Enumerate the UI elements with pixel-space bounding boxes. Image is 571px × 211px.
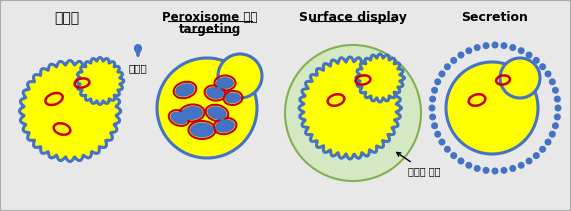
Circle shape: [431, 122, 438, 129]
Circle shape: [525, 51, 533, 58]
Circle shape: [554, 104, 561, 111]
Circle shape: [465, 162, 472, 169]
Circle shape: [482, 167, 489, 174]
Circle shape: [500, 167, 508, 174]
Circle shape: [474, 44, 481, 51]
Text: 레티놀: 레티놀: [128, 63, 147, 73]
Circle shape: [539, 146, 546, 153]
Circle shape: [549, 131, 556, 138]
Circle shape: [444, 63, 451, 70]
Circle shape: [500, 42, 508, 49]
Ellipse shape: [215, 119, 235, 133]
Circle shape: [134, 44, 142, 52]
Circle shape: [552, 122, 559, 129]
Text: 세포막: 세포막: [54, 11, 79, 25]
Circle shape: [500, 58, 540, 98]
Circle shape: [492, 42, 498, 49]
Ellipse shape: [216, 77, 234, 89]
Circle shape: [525, 157, 533, 165]
Circle shape: [429, 114, 436, 120]
Ellipse shape: [181, 106, 203, 120]
Text: 지용성 배지: 지용성 배지: [397, 152, 440, 176]
Ellipse shape: [225, 92, 241, 104]
Circle shape: [439, 139, 445, 146]
Circle shape: [457, 157, 464, 165]
Circle shape: [428, 104, 436, 111]
Ellipse shape: [170, 112, 188, 124]
Circle shape: [554, 114, 561, 120]
Circle shape: [552, 87, 559, 94]
Circle shape: [429, 96, 436, 103]
Circle shape: [465, 47, 472, 54]
Circle shape: [157, 58, 257, 158]
Circle shape: [509, 44, 516, 51]
Text: Secretion: Secretion: [461, 11, 528, 24]
Circle shape: [554, 96, 561, 103]
Circle shape: [218, 54, 262, 98]
Circle shape: [545, 70, 552, 77]
Polygon shape: [77, 58, 123, 104]
Polygon shape: [299, 57, 401, 159]
Circle shape: [518, 47, 525, 54]
Text: Peroxisome 증폭: Peroxisome 증폭: [162, 11, 258, 24]
Circle shape: [457, 51, 464, 58]
Circle shape: [533, 152, 540, 159]
Polygon shape: [356, 54, 404, 102]
Circle shape: [439, 70, 445, 77]
Circle shape: [518, 162, 525, 169]
Circle shape: [451, 152, 457, 159]
Polygon shape: [19, 61, 120, 161]
Circle shape: [509, 165, 516, 172]
Circle shape: [444, 146, 451, 153]
Circle shape: [545, 139, 552, 146]
Circle shape: [434, 78, 441, 85]
Circle shape: [434, 131, 441, 138]
Text: Surface display: Surface display: [299, 11, 407, 24]
Text: targeting: targeting: [179, 23, 241, 36]
Circle shape: [482, 42, 489, 49]
Circle shape: [533, 57, 540, 64]
Circle shape: [549, 78, 556, 85]
Circle shape: [285, 45, 421, 181]
Circle shape: [539, 63, 546, 70]
Circle shape: [492, 168, 498, 174]
Ellipse shape: [175, 83, 195, 97]
Circle shape: [474, 165, 481, 172]
Circle shape: [431, 87, 438, 94]
Ellipse shape: [206, 87, 224, 99]
Circle shape: [451, 57, 457, 64]
Ellipse shape: [190, 123, 214, 138]
Ellipse shape: [207, 106, 227, 120]
Circle shape: [446, 62, 538, 154]
